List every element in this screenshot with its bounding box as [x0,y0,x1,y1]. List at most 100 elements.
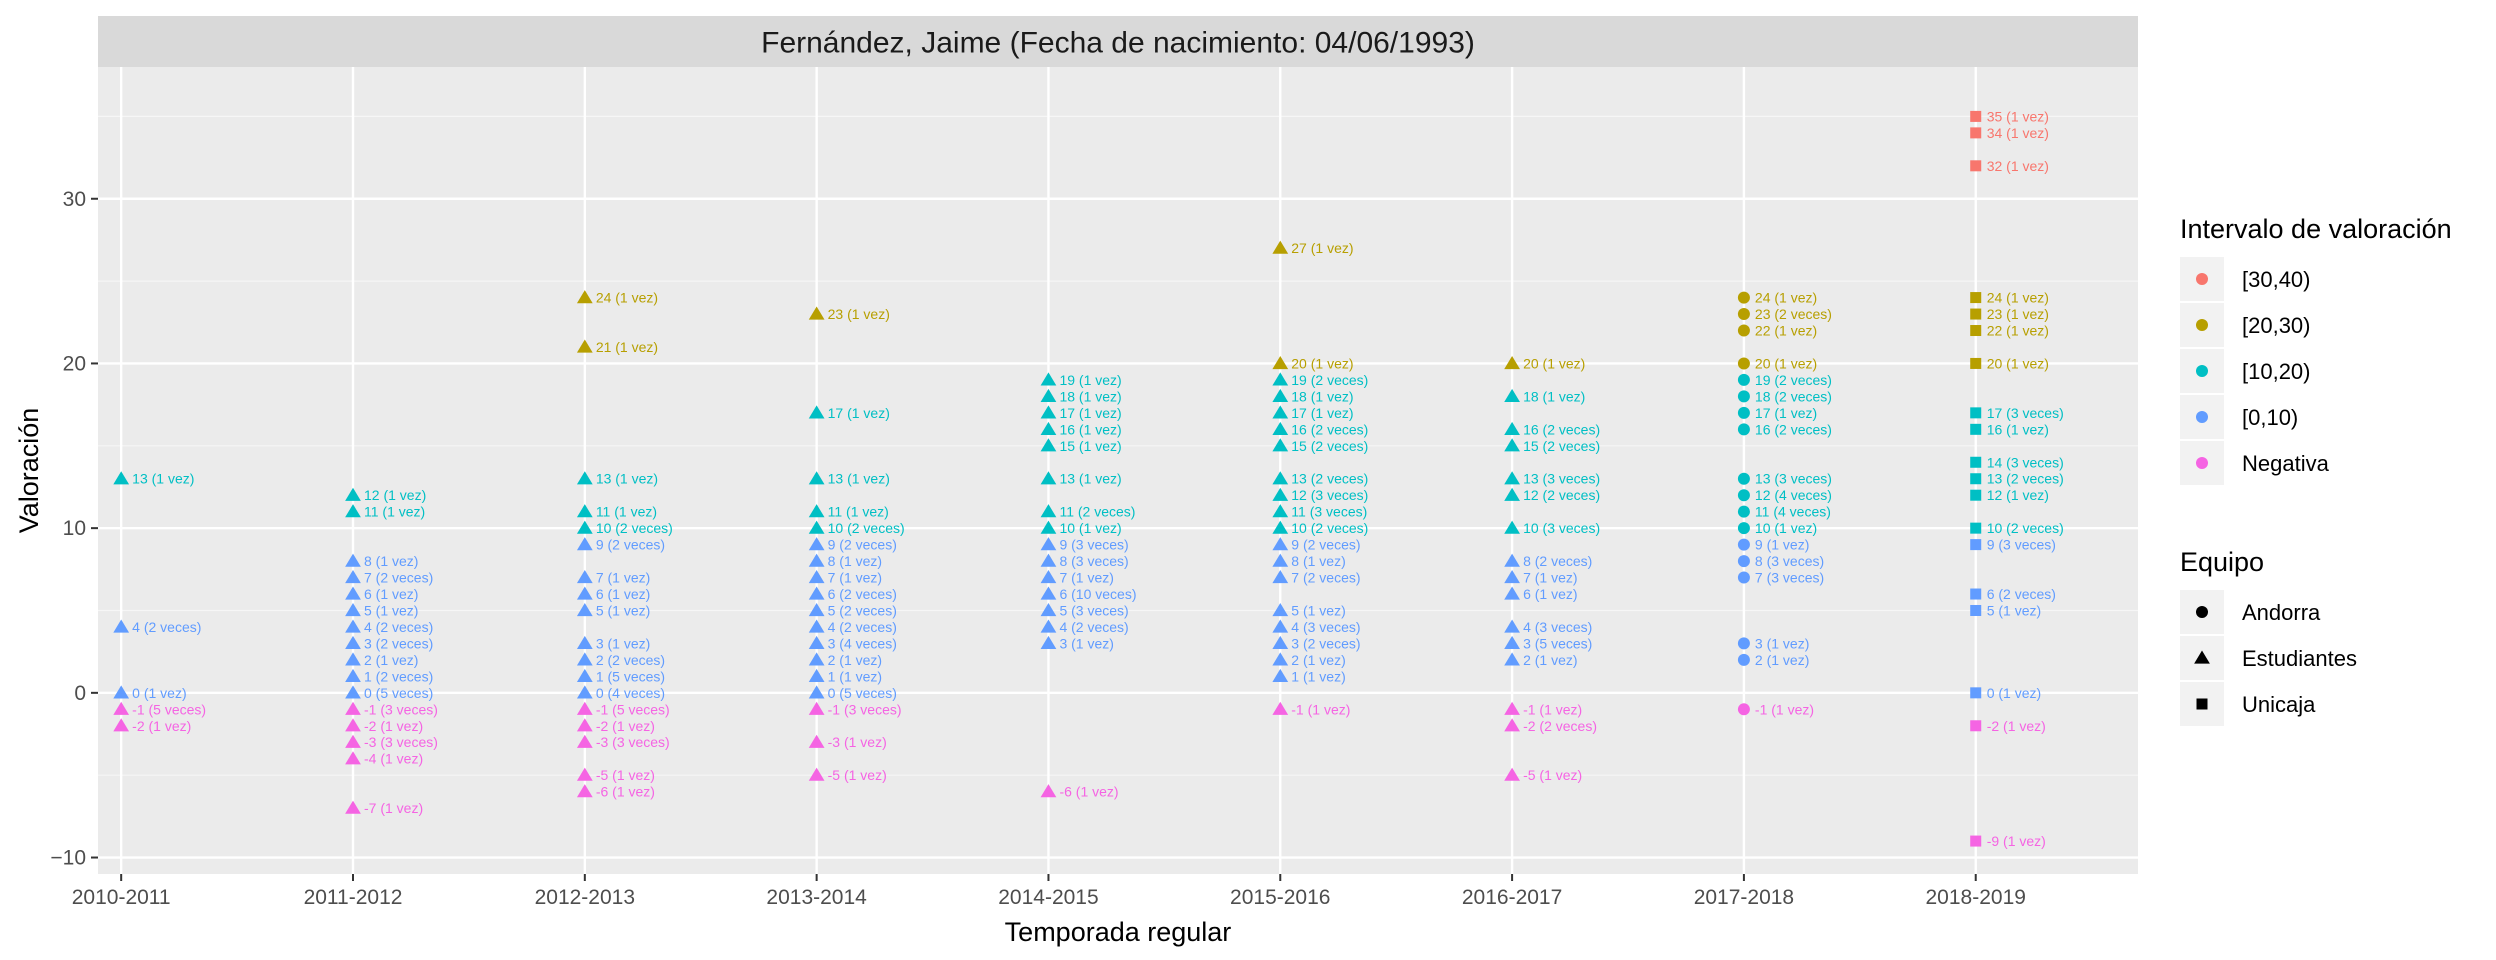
data-point [1737,571,1750,584]
data-point [1272,421,1289,435]
data-point [576,767,593,781]
data-label: 8 (3 veces) [1059,553,1128,569]
data-point [1737,489,1750,502]
data-label: 0 (1 vez) [1987,685,2041,701]
data-point [576,586,593,600]
x-tick-label: 2015-2016 [1230,886,1330,909]
data-label: 10 (2 veces) [828,520,905,536]
data-label: 16 (2 veces) [1523,421,1600,437]
data-point [345,586,361,600]
legend-swatch [2196,365,2208,377]
data-label: 8 (1 vez) [1291,553,1345,569]
y-tick-label: 10 [63,517,86,540]
data-point [1040,553,1057,567]
data-point [1970,160,1982,172]
data-label: 2 (1 vez) [1291,652,1345,668]
data-point [576,471,593,485]
data-label: 18 (1 vez) [1059,388,1121,404]
data-label: 2 (1 vez) [828,652,882,668]
data-label: 10 (1 vez) [1059,520,1121,536]
data-point [808,586,825,600]
x-tick-label: 2011-2012 [304,886,403,909]
data-label: 34 (1 vez) [1987,125,2049,141]
data-label: 13 (3 veces) [1755,471,1832,487]
y-tick-label: −10 [50,847,86,870]
data-label: 7 (2 veces) [1291,570,1360,586]
data-label: 7 (1 vez) [828,570,882,586]
data-point [1040,602,1057,617]
data-label: 8 (2 veces) [1523,553,1592,569]
data-point [576,701,593,715]
data-point [808,767,825,781]
data-point [1737,324,1750,337]
data-point [345,553,361,567]
data-label: 0 (5 veces) [828,685,897,701]
data-label: 3 (2 veces) [364,635,433,651]
data-label: 4 (2 veces) [1059,619,1128,635]
data-point [576,570,593,584]
data-point [808,537,825,551]
data-point [808,405,825,419]
data-label: -4 (1 vez) [364,751,423,767]
data-label: 3 (4 veces) [828,635,897,651]
data-label: 1 (2 veces) [364,668,433,684]
data-point [1970,489,1982,501]
square-icon [2196,698,2208,710]
data-label: 35 (1 vez) [1987,108,2049,124]
data-point [1737,291,1750,304]
data-point [1272,652,1289,666]
data-point [1737,555,1750,568]
data-point [1272,240,1289,254]
data-label: 3 (2 veces) [1291,635,1360,651]
data-label: 0 (4 veces) [596,685,665,701]
y-axis: −10 0 10 20 30 [50,188,98,870]
data-point [808,619,825,633]
plot-panel [98,67,2138,874]
data-point [1737,538,1750,551]
data-point [1504,421,1520,435]
data-point [113,619,130,633]
data-label: 6 (1 vez) [596,586,650,602]
data-label: -1 (1 vez) [1523,701,1582,717]
data-label: 32 (1 vez) [1987,158,2049,174]
data-label: 11 (3 veces) [1291,504,1367,520]
data-point [1272,668,1289,682]
data-label: 12 (1 vez) [1987,487,2049,503]
data-point [1970,588,1982,600]
data-point [345,635,361,650]
data-label: 20 (1 vez) [1987,355,2049,371]
data-label: 12 (3 veces) [1291,487,1368,503]
legend-label: Estudiantes [2242,646,2357,671]
data-label: -9 (1 vez) [1987,833,2046,849]
x-tick-label: 2017-2018 [1694,886,1794,909]
x-tick-label: 2018-2019 [1926,886,2026,909]
data-point [1737,373,1750,386]
data-label: 2 (2 veces) [596,652,665,668]
data-label: -6 (1 vez) [596,784,655,800]
data-point [1272,570,1289,584]
data-label: 18 (1 vez) [1291,388,1353,404]
legend-swatch [2196,457,2208,469]
data-label: 24 (1 vez) [1755,290,1817,306]
data-label: 9 (3 veces) [1059,537,1128,553]
data-point [345,487,361,501]
data-label: 7 (1 vez) [1523,570,1577,586]
data-point [808,553,825,567]
data-label: 0 (1 vez) [132,685,186,701]
x-tick-label: 2012-2013 [535,886,635,909]
data-label: 8 (1 vez) [364,553,418,569]
data-label: 15 (1 vez) [1059,438,1121,454]
data-point [345,718,361,732]
data-point [576,504,593,518]
data-point [1970,357,1982,369]
data-label: -1 (3 veces) [364,701,438,717]
data-point [808,306,825,320]
data-point [1272,619,1289,633]
data-point [1040,635,1057,650]
data-label: 13 (1 vez) [828,471,890,487]
x-tick-label: 2010-2011 [72,886,171,909]
data-point [1040,438,1057,452]
data-point [808,471,825,485]
data-point [576,718,593,732]
data-label: -2 (1 vez) [132,718,191,734]
